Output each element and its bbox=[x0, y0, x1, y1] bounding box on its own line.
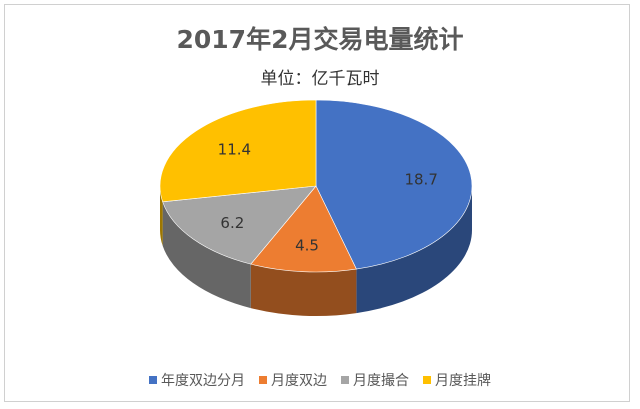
legend-item: 月度挂牌 bbox=[423, 370, 491, 390]
legend: 年度双边分月 月度双边 月度撮合 月度挂牌 bbox=[0, 370, 640, 390]
legend-item: 月度撮合 bbox=[341, 370, 409, 390]
legend-item: 年度双边分月 bbox=[149, 370, 245, 390]
legend-swatch bbox=[423, 376, 431, 384]
legend-label: 月度撮合 bbox=[353, 373, 409, 389]
legend-swatch bbox=[259, 376, 267, 384]
slice-side-2 bbox=[162, 201, 251, 309]
chart-subtitle: 单位：亿千瓦时 bbox=[260, 69, 380, 89]
slice-年度双边分月 bbox=[315, 99, 473, 270]
slice-side-1 bbox=[250, 264, 357, 316]
slice-side-0 bbox=[356, 186, 472, 314]
slice-月度撮合 bbox=[162, 185, 317, 265]
legend-label: 月度双边 bbox=[271, 373, 327, 389]
legend-swatch bbox=[341, 376, 349, 384]
slice-月度双边 bbox=[250, 185, 357, 273]
chart-title: 2017年2月交易电量统计 bbox=[176, 25, 464, 54]
data-label: 6.2 bbox=[220, 214, 244, 232]
legend-item: 月度双边 bbox=[259, 370, 327, 390]
data-label: 4.5 bbox=[295, 236, 319, 254]
legend-label: 月度挂牌 bbox=[435, 373, 491, 389]
slice-side-3 bbox=[160, 186, 163, 246]
slice-月度挂牌 bbox=[159, 99, 317, 203]
chart-frame bbox=[4, 4, 630, 402]
data-label: 11.4 bbox=[218, 141, 251, 159]
legend-swatch bbox=[149, 376, 157, 384]
legend-label: 年度双边分月 bbox=[161, 373, 245, 389]
data-label: 18.7 bbox=[404, 170, 437, 188]
